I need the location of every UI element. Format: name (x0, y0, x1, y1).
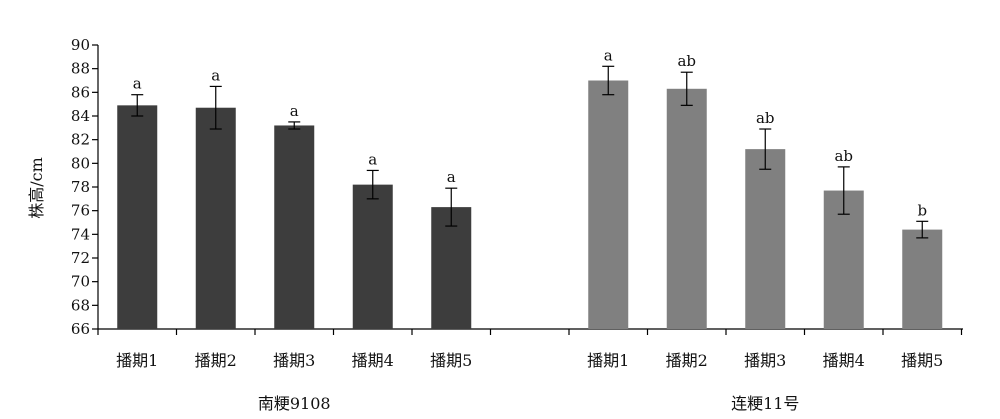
bar (588, 80, 629, 329)
x-tick-label: 播期2 (195, 351, 237, 370)
y-tick-label: 90 (71, 36, 90, 54)
y-tick-label: 74 (71, 225, 90, 243)
x-tick-label: 播期1 (587, 351, 629, 370)
y-tick-label: 80 (71, 154, 90, 172)
y-tick-label: 66 (71, 320, 90, 338)
category-labels: a 播期1 a 播期2 a 播期3 a 播期4 a 播期5 南粳9108 a 播期1 ab 播期2 ab 播期3… (116, 46, 943, 413)
y-tick-label: 84 (71, 107, 90, 125)
x-tick-label: 播期4 (352, 351, 394, 370)
significance-label: a (290, 102, 299, 120)
x-tick-label: 播期5 (901, 351, 943, 370)
significance-label: a (447, 168, 456, 186)
significance-label: a (133, 75, 142, 93)
y-axis-title: 株高/cm (27, 157, 46, 219)
x-tick-label: 播期1 (116, 351, 158, 370)
x-tick-label: 播期5 (430, 351, 472, 370)
y-axis: 66 68 70 72 74 76 78 80 82 84 86 88 90 (71, 36, 99, 338)
group-label: 连粳11号 (731, 394, 799, 413)
y-tick-label: 82 (71, 131, 90, 149)
significance-label: ab (677, 52, 696, 70)
bar (195, 107, 236, 329)
y-tick-label: 72 (71, 249, 90, 267)
x-tick-label: 播期2 (666, 351, 708, 370)
y-tick-label: 86 (71, 83, 90, 101)
x-tick-label: 播期3 (744, 351, 786, 370)
bar (666, 88, 707, 330)
significance-label: ab (756, 109, 775, 127)
bar (274, 125, 315, 329)
group-label: 南粳9108 (258, 394, 331, 413)
x-axis (97, 328, 963, 335)
significance-label: a (604, 46, 613, 64)
significance-label: b (917, 201, 927, 219)
bar (902, 229, 943, 329)
y-tick-label: 78 (71, 178, 90, 196)
significance-label: ab (834, 147, 853, 165)
bar (117, 105, 158, 329)
bar (431, 207, 472, 329)
bars (117, 65, 943, 330)
y-tick-label: 88 (71, 60, 90, 78)
y-tick-label: 68 (71, 296, 90, 314)
y-tick-label: 76 (71, 202, 90, 220)
x-tick-label: 播期3 (273, 351, 315, 370)
y-tick-label: 70 (71, 273, 90, 291)
significance-label: a (211, 66, 220, 84)
bar (352, 184, 393, 329)
significance-label: a (368, 150, 377, 168)
x-tick-label: 播期4 (823, 351, 865, 370)
bar (745, 149, 786, 329)
